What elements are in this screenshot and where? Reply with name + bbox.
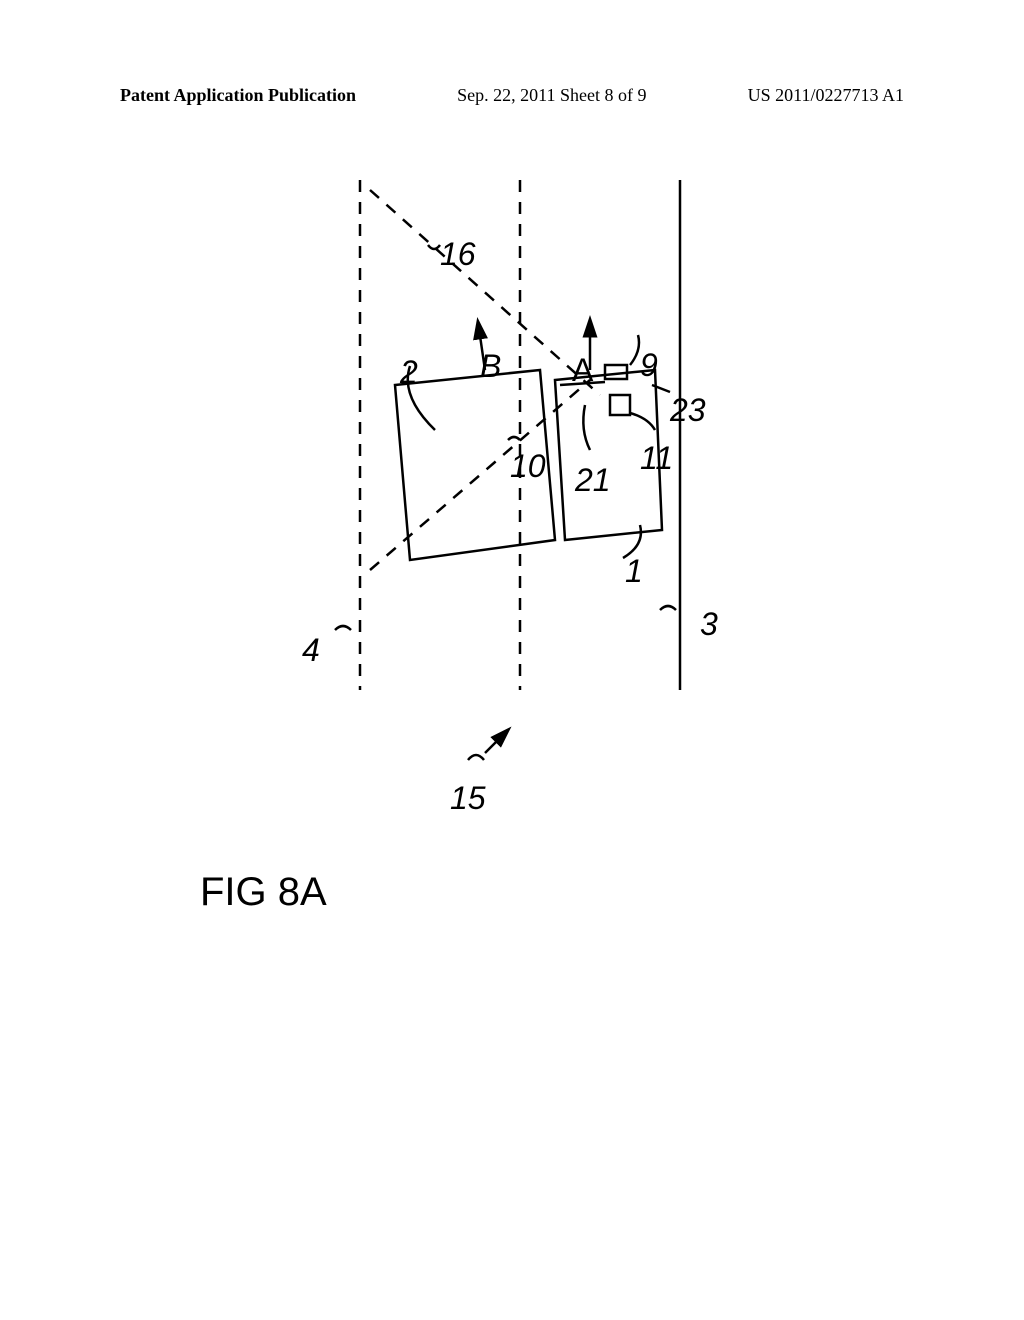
patent-header: Patent Application Publication Sep. 22, … xyxy=(0,85,1024,106)
ref-9: 9 xyxy=(640,347,658,384)
ref-21: 21 xyxy=(575,462,611,499)
header-publication: Patent Application Publication xyxy=(120,85,356,106)
ref-11: 11 xyxy=(640,440,673,477)
ref-10: 10 xyxy=(510,448,546,485)
header-date-sheet: Sep. 22, 2011 Sheet 8 of 9 xyxy=(457,85,646,106)
ref-4: 4 xyxy=(302,632,320,669)
ref-B: B xyxy=(480,348,501,385)
figure-caption: FIG 8A xyxy=(200,870,327,915)
ref-2: 2 xyxy=(400,354,418,391)
ref-3: 3 xyxy=(700,606,718,643)
ref-16: 16 xyxy=(440,236,476,273)
ref-23: 23 xyxy=(670,392,706,429)
ref-A: A xyxy=(572,352,593,389)
ref-15: 15 xyxy=(450,780,486,817)
header-pub-number: US 2011/0227713 A1 xyxy=(748,85,904,106)
ref-1: 1 xyxy=(625,553,643,590)
